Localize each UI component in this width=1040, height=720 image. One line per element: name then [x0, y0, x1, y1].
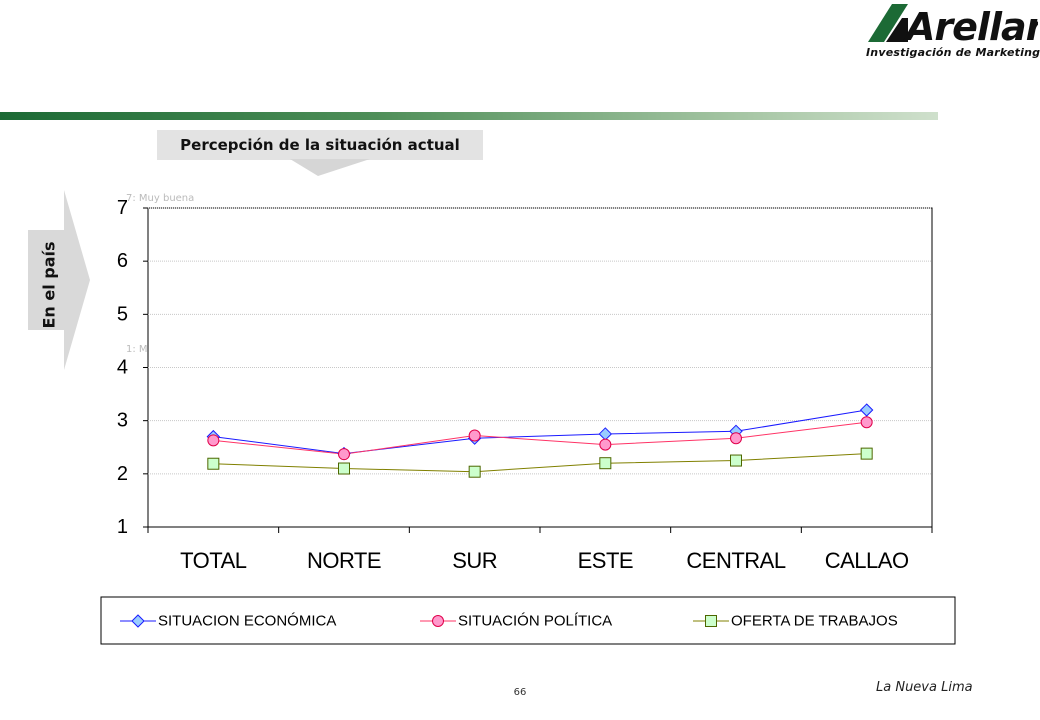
svg-text:En el país: En el país: [40, 241, 59, 328]
series-2-point: [468, 429, 481, 442]
series-line-2: [213, 421, 867, 455]
series-line-1: [213, 409, 867, 455]
side-arrow: [28, 190, 90, 370]
y-tick-label: 5: [117, 303, 128, 325]
legend-marker: [131, 614, 145, 628]
scale-note-bottom: 1: M: [126, 344, 148, 355]
x-tick-label: TOTAL: [180, 548, 247, 573]
legend-marker: [705, 615, 717, 627]
legend-label: OFERTA DE TRABAJOS: [731, 613, 898, 630]
series-2-point: [860, 416, 873, 429]
title-box: [157, 130, 483, 160]
series-2-point: [207, 434, 220, 447]
x-tick-label: ESTE: [578, 548, 633, 573]
legend-marker: [432, 615, 444, 627]
x-tick-label: NORTE: [307, 548, 381, 573]
x-tick-label: CENTRAL: [686, 548, 785, 573]
y-tick-label: 3: [117, 410, 128, 432]
legend-label: SITUACION ECONÓMICA: [158, 613, 336, 630]
footer-label: La Nueva Lima: [876, 680, 973, 695]
x-tick-label: SUR: [452, 548, 497, 573]
y-tick-label: 4: [117, 357, 128, 379]
series-3-point: [468, 465, 481, 478]
series-3-point: [599, 457, 612, 470]
header-banner: [0, 112, 938, 120]
x-tick-label: CALLAO: [825, 548, 909, 573]
series-line-3: [213, 453, 867, 473]
logo-tagline: Investigación de Marketing: [866, 46, 1040, 59]
side-label: En el país: [40, 241, 59, 328]
logo-wordmark: Arellano: [903, 5, 1038, 49]
series-3-point: [860, 447, 873, 460]
title-pointer: [290, 159, 370, 176]
chart-title: Percepción de la situación actual: [180, 136, 460, 154]
y-tick-label: 1: [117, 516, 128, 538]
scale-note-top: 7: Muy buena: [126, 193, 194, 204]
series-1-point: [859, 403, 874, 417]
series-2-point: [338, 448, 350, 461]
y-tick-label: 2: [117, 463, 128, 485]
y-tick-label: 7: [117, 197, 128, 219]
arellano-logo: Arellano: [862, 0, 1040, 64]
legend: [100, 596, 956, 645]
legend-label: SITUACIÓN POLÍTICA: [458, 613, 612, 630]
page-number: 66: [513, 687, 527, 698]
series-2-point: [730, 432, 742, 445]
series-3-point: [207, 457, 220, 470]
series-2-point: [599, 438, 612, 451]
y-tick-label: 6: [117, 250, 128, 272]
series-3-point: [730, 454, 742, 467]
series-3-point: [338, 462, 350, 475]
